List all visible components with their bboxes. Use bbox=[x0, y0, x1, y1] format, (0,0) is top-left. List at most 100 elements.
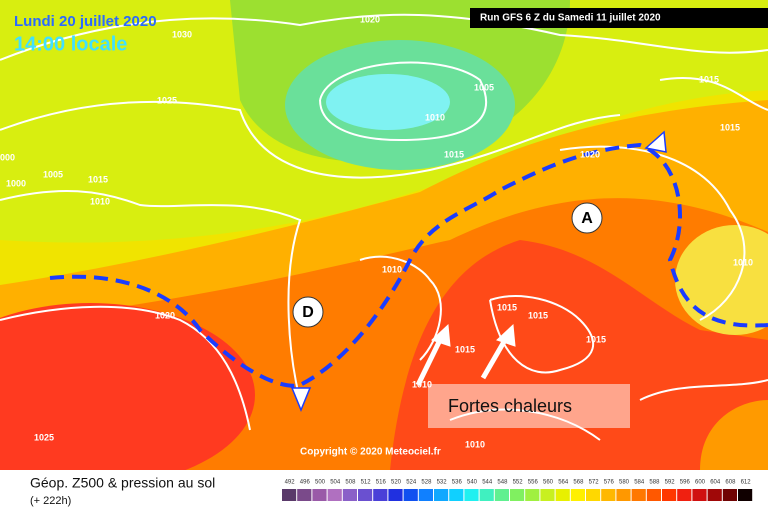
scale-swatch bbox=[692, 489, 707, 501]
scale-swatch bbox=[403, 489, 418, 501]
scale-label: 524 bbox=[406, 480, 417, 486]
scale-swatch bbox=[282, 489, 297, 501]
scale-label: 584 bbox=[634, 480, 645, 486]
scale-label: 508 bbox=[345, 480, 356, 486]
scale-label: 544 bbox=[482, 480, 493, 486]
isobar-label: 1015 bbox=[497, 302, 517, 312]
isobar-label: 1015 bbox=[88, 174, 108, 184]
scale-label: 512 bbox=[361, 480, 372, 486]
isobar-label: 1015 bbox=[528, 310, 548, 320]
scale-swatch bbox=[586, 489, 601, 501]
scale-label: 548 bbox=[497, 480, 508, 486]
isobar-label: 1015 bbox=[586, 334, 606, 344]
scale-label: 540 bbox=[467, 480, 478, 486]
scale-swatch bbox=[540, 489, 555, 501]
scale-swatch bbox=[646, 489, 661, 501]
scale-label: 532 bbox=[437, 480, 448, 486]
scale-swatch bbox=[677, 489, 692, 501]
isobar-label: 1000 bbox=[6, 178, 26, 188]
scale-swatch bbox=[494, 489, 509, 501]
isobar-label: 1020 bbox=[155, 310, 175, 320]
isobar-label: 1000 bbox=[0, 152, 15, 162]
scale-label: 492 bbox=[285, 480, 296, 486]
isobar-label: 1020 bbox=[580, 149, 600, 159]
scale-label: 552 bbox=[513, 480, 524, 486]
scale-swatch bbox=[707, 489, 722, 501]
scale-swatch bbox=[358, 489, 373, 501]
isobar-label: 1025 bbox=[157, 95, 177, 105]
time: 14:00 locale bbox=[14, 33, 127, 55]
isobar-label: 1010 bbox=[90, 196, 110, 206]
scale-label: 568 bbox=[573, 480, 584, 486]
scale-swatch bbox=[464, 489, 479, 501]
scale-label: 496 bbox=[300, 480, 311, 486]
scale-swatch bbox=[327, 489, 342, 501]
isobar-label: 1030 bbox=[172, 29, 192, 39]
isobar-label: 1015 bbox=[720, 122, 740, 132]
scale-label: 500 bbox=[315, 480, 326, 486]
isobar-label: 1015 bbox=[444, 149, 464, 159]
front-marker bbox=[644, 130, 667, 153]
arrows bbox=[415, 323, 516, 387]
scale-swatch bbox=[479, 489, 494, 501]
isobar-label: 1015 bbox=[455, 344, 475, 354]
scale-label: 536 bbox=[452, 480, 463, 486]
scale-swatch bbox=[434, 489, 449, 501]
front-line bbox=[49, 142, 768, 388]
scale-label: 612 bbox=[741, 480, 752, 486]
high-marker bbox=[571, 202, 603, 234]
scale-label: 608 bbox=[725, 480, 736, 486]
copyright: Copyright © 2020 Meteociel.fr bbox=[300, 447, 441, 458]
scale-label: 580 bbox=[619, 480, 630, 486]
run-box bbox=[470, 8, 768, 28]
scale-label: 592 bbox=[665, 480, 676, 486]
scale-swatch bbox=[342, 489, 357, 501]
scale-label: 572 bbox=[589, 480, 600, 486]
scale-swatch bbox=[418, 489, 433, 501]
isobar-label: 1020 bbox=[360, 14, 380, 24]
scale-label: 564 bbox=[558, 480, 569, 486]
run-info: Run GFS 6 Z du Samedi 11 juillet 2020 bbox=[480, 13, 661, 24]
scale-swatch bbox=[570, 489, 585, 501]
high-label: A bbox=[581, 210, 593, 227]
date: Lundi 20 juillet 2020 bbox=[14, 13, 157, 30]
scale-swatch bbox=[722, 489, 737, 501]
scale-label: 528 bbox=[421, 480, 432, 486]
scale-swatch bbox=[373, 489, 388, 501]
annotation-box bbox=[428, 384, 630, 428]
scale-swatch bbox=[662, 489, 677, 501]
front-marker bbox=[290, 387, 312, 412]
scale-swatch bbox=[738, 489, 753, 501]
isobar-label: 1010 bbox=[733, 257, 753, 267]
scale-swatch bbox=[631, 489, 646, 501]
isobar-label: 1010 bbox=[412, 379, 432, 389]
isobar-label: 1005 bbox=[474, 82, 494, 92]
scale-label: 600 bbox=[695, 480, 706, 486]
zone bbox=[700, 400, 768, 470]
annotation: Fortes chaleurs bbox=[448, 396, 572, 416]
scale-label: 516 bbox=[376, 480, 387, 486]
low-marker bbox=[292, 296, 324, 328]
footer-lead: (+ 222h) bbox=[30, 495, 71, 507]
scale-swatch bbox=[525, 489, 540, 501]
scale-swatch bbox=[449, 489, 464, 501]
scale-swatch bbox=[388, 489, 403, 501]
zone bbox=[0, 303, 255, 487]
isobar-label: 1010 bbox=[425, 112, 445, 122]
isobar-label: 1005 bbox=[43, 169, 63, 179]
scale-label: 556 bbox=[528, 480, 539, 486]
isobar-label: 1025 bbox=[34, 432, 54, 442]
scale-swatch bbox=[510, 489, 525, 501]
low-label: D bbox=[302, 304, 314, 321]
scale-swatch bbox=[555, 489, 570, 501]
scale-label: 504 bbox=[330, 480, 341, 486]
scale-swatch bbox=[312, 489, 327, 501]
scale-label: 588 bbox=[649, 480, 660, 486]
scale-label: 596 bbox=[680, 480, 691, 486]
zone bbox=[326, 74, 450, 130]
footer-title: Géop. Z500 & pression au sol bbox=[30, 475, 215, 491]
scale-swatch bbox=[601, 489, 616, 501]
scale-label: 604 bbox=[710, 480, 721, 486]
isobar-label: 1010 bbox=[465, 439, 485, 449]
